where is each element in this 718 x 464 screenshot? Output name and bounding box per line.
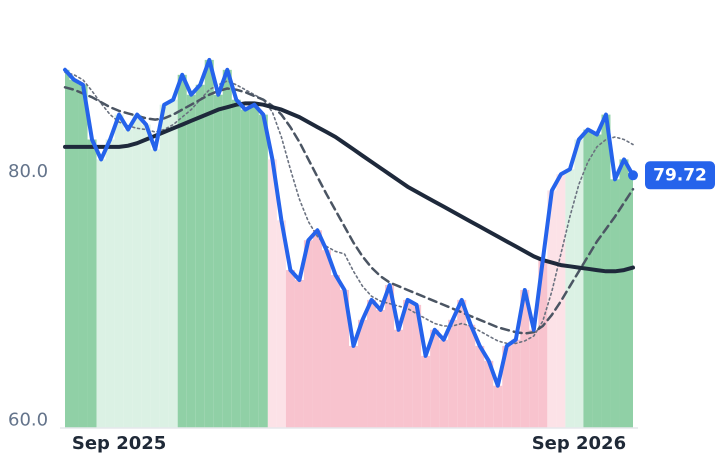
area-column xyxy=(547,190,557,428)
area-column xyxy=(358,319,368,428)
area-column xyxy=(168,99,178,428)
y-tick-label: 60.0 xyxy=(8,410,48,431)
area-column xyxy=(141,124,151,429)
area-column xyxy=(150,149,160,428)
area-column xyxy=(466,324,476,428)
area-column xyxy=(159,104,169,429)
area-column xyxy=(222,69,232,428)
area-column xyxy=(294,280,304,428)
area-column xyxy=(312,230,322,428)
area-column xyxy=(69,79,79,429)
area-column xyxy=(628,175,633,428)
area-column xyxy=(285,270,295,428)
area-column xyxy=(195,84,205,429)
area-column xyxy=(258,114,268,428)
area-column xyxy=(574,139,584,428)
area-column xyxy=(583,129,593,429)
area-column xyxy=(177,74,187,429)
area-column xyxy=(349,345,359,428)
value-badge xyxy=(645,161,715,190)
area-column xyxy=(502,345,512,428)
value-label: 79.72 xyxy=(653,165,707,185)
area-column xyxy=(538,260,548,428)
area-column xyxy=(213,94,223,428)
area-column xyxy=(511,339,521,428)
area-column xyxy=(493,385,503,428)
area-column xyxy=(484,360,494,428)
area-column xyxy=(448,319,458,428)
area-column xyxy=(421,355,431,428)
area-column xyxy=(87,139,97,428)
area-column xyxy=(204,59,214,429)
area-column xyxy=(475,345,485,428)
area-column xyxy=(394,329,404,428)
area-column xyxy=(457,299,467,428)
area-column xyxy=(330,275,340,428)
area-column xyxy=(65,69,70,428)
line-series xyxy=(63,86,635,335)
area-column xyxy=(303,240,313,428)
area-column xyxy=(114,114,124,428)
area-column xyxy=(376,309,386,428)
area-column xyxy=(105,139,115,428)
area-column xyxy=(367,299,377,428)
area-column xyxy=(240,109,250,429)
area-column xyxy=(565,169,575,429)
last-point xyxy=(628,170,638,181)
y-tick-label: 80.0 xyxy=(8,161,48,182)
area-column xyxy=(412,304,422,428)
area-column xyxy=(385,284,395,428)
area-column xyxy=(249,104,259,429)
line-series xyxy=(63,57,635,388)
area-column xyxy=(78,84,88,429)
area-column xyxy=(96,159,106,428)
area-column xyxy=(529,329,539,428)
area-column xyxy=(123,129,133,429)
area-column xyxy=(592,134,602,428)
area-column xyxy=(619,159,629,428)
x-tick-label: Sep 2026 xyxy=(532,433,626,454)
area-column xyxy=(321,250,331,428)
area-column xyxy=(186,94,196,428)
area-column xyxy=(132,114,142,428)
area-column xyxy=(267,159,277,428)
area-column xyxy=(339,289,349,428)
x-tick-label: Sep 2025 xyxy=(72,433,166,454)
area-column xyxy=(439,339,449,428)
area-column xyxy=(430,329,440,428)
area-column xyxy=(276,220,286,428)
area-column xyxy=(403,299,413,428)
area-column xyxy=(231,99,241,428)
area-column xyxy=(520,289,530,428)
area-column xyxy=(610,179,620,428)
area-column xyxy=(556,174,566,428)
